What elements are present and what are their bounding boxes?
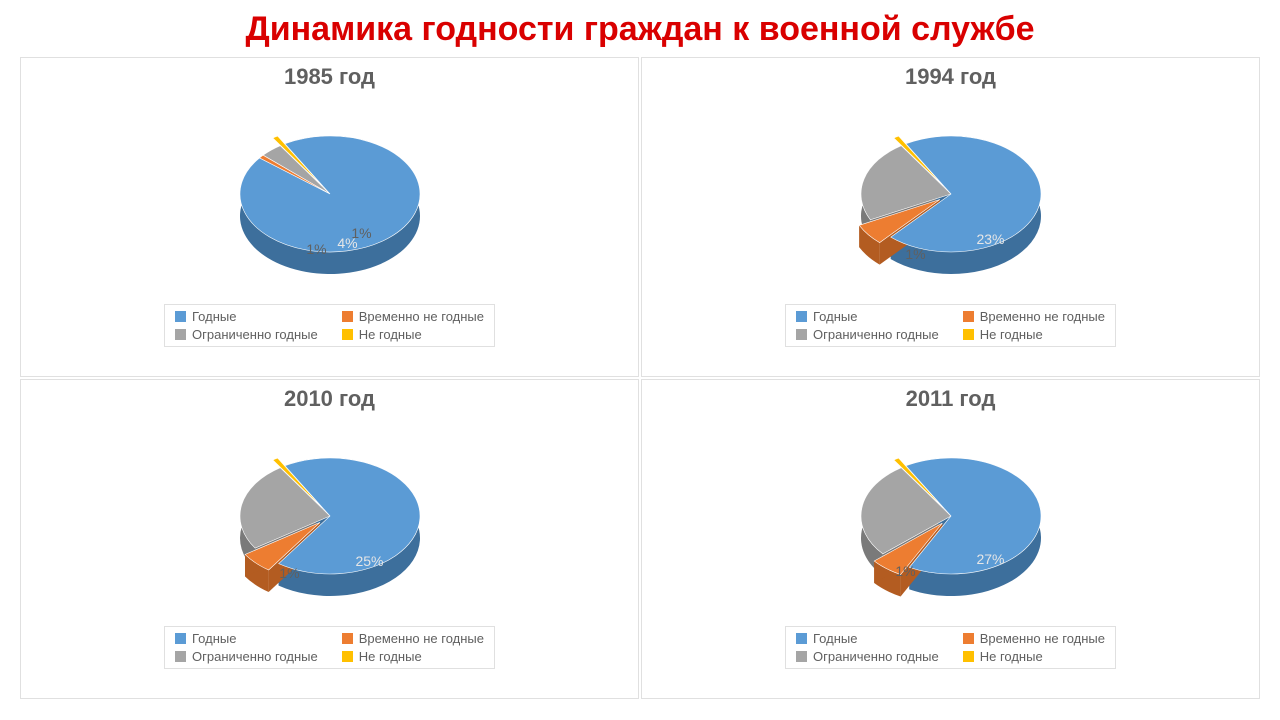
pie-chart: 23% 1% (652, 94, 1249, 304)
swatch-icon (796, 311, 807, 322)
legend: Годные Временно не годные Ограниченно го… (164, 626, 495, 669)
legend-item-fit: Годные (796, 309, 939, 324)
swatch-icon (175, 329, 186, 340)
legend-label: Ограниченно годные (192, 649, 318, 664)
swatch-icon (963, 311, 974, 322)
legend: Годные Временно не годные Ограниченно го… (164, 304, 495, 347)
legend-item-limited-fit: Ограниченно годные (796, 649, 939, 664)
slice-label: 4% (337, 235, 357, 251)
legend-item-limited-fit: Ограниченно годные (175, 327, 318, 342)
legend: Годные Временно не годные Ограниченно го… (785, 304, 1116, 347)
legend-item-limited-fit: Ограниченно годные (175, 649, 318, 664)
legend-item-unfit: Не годные (342, 327, 484, 342)
pie-chart: 1%4%1% (31, 94, 628, 304)
legend-label: Ограниченно годные (192, 327, 318, 342)
swatch-icon (175, 311, 186, 322)
panel-title: 1985 год (31, 64, 628, 90)
legend-item-unfit: Не годные (342, 649, 484, 664)
legend-item-unfit: Не годные (963, 649, 1105, 664)
legend-item-temp-unfit: Временно не годные (342, 309, 484, 324)
swatch-icon (963, 329, 974, 340)
chart-panel: 1985 год 1%4%1% Годные Временно не годны… (20, 57, 639, 377)
legend-label: Годные (192, 631, 236, 646)
legend-label: Годные (192, 309, 236, 324)
legend-label: Годные (813, 631, 857, 646)
swatch-icon (175, 651, 186, 662)
pie-chart: 25% 1% (31, 416, 628, 626)
pie-wrap: 1%4%1% (210, 99, 450, 299)
slice-label: 1% (905, 246, 925, 262)
legend-item-unfit: Не годные (963, 327, 1105, 342)
legend-item-limited-fit: Ограниченно годные (796, 327, 939, 342)
slice-label: 1% (306, 241, 326, 257)
pie-wrap: 23% 1% (831, 99, 1071, 299)
legend-label: Не годные (359, 327, 422, 342)
slice-label: 23% (976, 231, 1004, 247)
swatch-icon (796, 651, 807, 662)
legend-item-temp-unfit: Временно не годные (342, 631, 484, 646)
slice-label: 1% (279, 565, 299, 581)
swatch-icon (342, 633, 353, 644)
panel-title: 1994 год (652, 64, 1249, 90)
swatch-icon (963, 633, 974, 644)
legend-label: Временно не годные (359, 309, 484, 324)
swatch-icon (342, 329, 353, 340)
slice-label: 27% (976, 551, 1004, 567)
swatch-icon (342, 651, 353, 662)
legend-item-temp-unfit: Временно не годные (963, 631, 1105, 646)
chart-grid: 1985 год 1% 4% 1% Годные Временно не годны… (20, 57, 1260, 699)
legend-label: Не годные (980, 649, 1043, 664)
swatch-icon (342, 311, 353, 322)
chart-panel: 2010 год 25% 1% Годные Временно не годные… (20, 379, 639, 699)
swatch-icon (963, 651, 974, 662)
pie-wrap: 27% 1% (831, 421, 1071, 621)
legend-item-fit: Годные (175, 309, 318, 324)
panel-title: 2011 год (652, 386, 1249, 412)
page-title: Динамика годности граждан к военной служ… (0, 0, 1280, 57)
slice-label: 25% (355, 553, 383, 569)
legend-label: Годные (813, 309, 857, 324)
legend-item-fit: Годные (175, 631, 318, 646)
panel-title: 2010 год (31, 386, 628, 412)
pie-wrap: 25% 1% (210, 421, 450, 621)
legend-item-fit: Годные (796, 631, 939, 646)
legend-label: Временно не годные (359, 631, 484, 646)
legend-label: Ограниченно годные (813, 649, 939, 664)
legend: Годные Временно не годные Ограниченно го… (785, 626, 1116, 669)
legend-label: Ограниченно годные (813, 327, 939, 342)
swatch-icon (796, 633, 807, 644)
swatch-icon (175, 633, 186, 644)
chart-panel: 2011 год 27% 1% Годные Временно не годные… (641, 379, 1260, 699)
slice-label: 1% (895, 563, 915, 579)
pie-chart: 27% 1% (652, 416, 1249, 626)
legend-label: Не годные (980, 327, 1043, 342)
legend-label: Временно не годные (980, 631, 1105, 646)
swatch-icon (796, 329, 807, 340)
legend-item-temp-unfit: Временно не годные (963, 309, 1105, 324)
legend-label: Временно не годные (980, 309, 1105, 324)
chart-panel: 1994 год 23% 1% Годные Временно не годные… (641, 57, 1260, 377)
legend-label: Не годные (359, 649, 422, 664)
